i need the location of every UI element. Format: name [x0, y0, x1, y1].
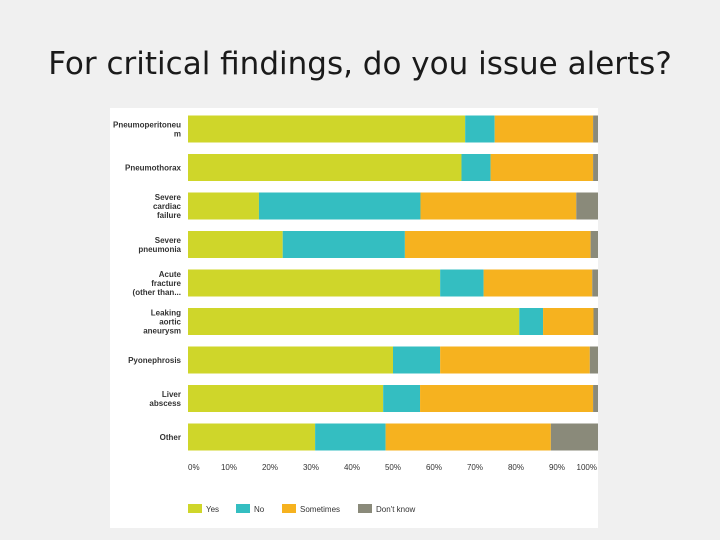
- bar-segment: [593, 385, 598, 412]
- category-label: Acute fracture (other than...: [133, 270, 182, 297]
- bar-segment: [593, 115, 598, 143]
- category-label-line: Leaking: [151, 309, 181, 318]
- bar-segment: [440, 346, 590, 374]
- bar-segment: [490, 154, 594, 181]
- category-label-line: Severe: [155, 236, 182, 245]
- chart-panel: Pneumoperitoneu m Pneumothorax Severe cardia…: [110, 108, 598, 528]
- category-label-line: pneumonia: [138, 245, 181, 254]
- category-label: Pneumoperitoneu m: [113, 121, 181, 139]
- bar-segment: [315, 423, 386, 451]
- bar-segment: [576, 192, 598, 220]
- bar-segment: [188, 385, 384, 412]
- category-label-line: failure: [157, 211, 182, 220]
- bar-segment: [550, 423, 598, 451]
- category-label-line: cardiac: [153, 202, 182, 211]
- x-tick-label: 100%: [577, 463, 597, 472]
- category-label-line: Liver: [162, 390, 181, 399]
- x-tick-label: 0%: [188, 463, 200, 472]
- category-label: Other: [160, 433, 181, 442]
- bar-segment: [543, 308, 594, 335]
- category-label: Leaking aortic aneurysm: [143, 309, 181, 336]
- category-label-line: aneurysm: [143, 327, 181, 336]
- legend-swatch: [358, 504, 372, 513]
- category-label-line: Pneumoperitoneu: [113, 121, 181, 130]
- bar-segment: [188, 346, 393, 374]
- bar-segment: [258, 192, 421, 220]
- bar-segment: [465, 115, 495, 143]
- legend-label: No: [254, 505, 265, 514]
- bar-segment: [461, 154, 491, 181]
- bar-segment: [404, 231, 591, 258]
- legend-label: Sometimes: [300, 505, 340, 514]
- bar-segment: [385, 423, 551, 451]
- bar-segment: [483, 269, 593, 297]
- bar-segment: [590, 231, 598, 258]
- bar-segment: [188, 192, 259, 220]
- x-tick-label: 40%: [344, 463, 360, 472]
- category-label-line: aortic: [159, 318, 181, 327]
- category-label-line: Severe: [155, 193, 182, 202]
- category-label-line: Pyonephrosis: [128, 356, 181, 365]
- category-label: Severe pneumonia: [138, 236, 181, 254]
- x-tick-label: 50%: [385, 463, 401, 472]
- category-label-line: abscess: [149, 399, 181, 408]
- bar-segment: [420, 192, 577, 220]
- bar-segment: [420, 385, 594, 412]
- legend-label: Yes: [206, 505, 219, 514]
- category-label-line: (other than...: [133, 288, 181, 297]
- x-tick-label: 30%: [303, 463, 319, 472]
- bar-segment: [393, 346, 441, 374]
- bar-segment: [592, 269, 598, 297]
- x-tick-label: 80%: [508, 463, 524, 472]
- category-label: Pyonephrosis: [128, 356, 181, 365]
- category-label-line: Acute: [159, 270, 182, 279]
- bar-segment: [188, 423, 316, 451]
- x-tick-label: 60%: [426, 463, 442, 472]
- legend-swatch: [188, 504, 202, 513]
- bar-segment: [188, 231, 283, 258]
- category-label: Liver abscess: [149, 390, 181, 408]
- bar-segment: [593, 154, 598, 181]
- bar-segment: [282, 231, 405, 258]
- bar-segment: [188, 154, 462, 181]
- bar-segment: [589, 346, 598, 374]
- legend-swatch: [282, 504, 296, 513]
- bar-segment: [188, 308, 520, 335]
- category-label: Severe cardiac failure: [153, 193, 182, 220]
- bar-segment: [593, 308, 598, 335]
- x-tick-label: 10%: [221, 463, 237, 472]
- slide-title: For critical findings, do you issue aler…: [48, 46, 672, 82]
- category-label: Pneumothorax: [125, 164, 182, 173]
- bar-segment: [440, 269, 484, 297]
- x-tick-label: 20%: [262, 463, 278, 472]
- legend-swatch: [236, 504, 250, 513]
- bar-segment: [188, 115, 466, 143]
- category-label-line: Pneumothorax: [125, 164, 182, 173]
- bar-segment: [188, 269, 441, 297]
- bar-segment: [383, 385, 421, 412]
- category-label-line: Other: [160, 433, 181, 442]
- bar-segment: [494, 115, 594, 143]
- category-label-line: fracture: [151, 279, 181, 288]
- x-tick-label: 90%: [549, 463, 565, 472]
- x-tick-label: 70%: [467, 463, 483, 472]
- legend-label: Don't know: [376, 505, 416, 514]
- bar-segment: [519, 308, 544, 335]
- category-label-line: m: [174, 130, 181, 139]
